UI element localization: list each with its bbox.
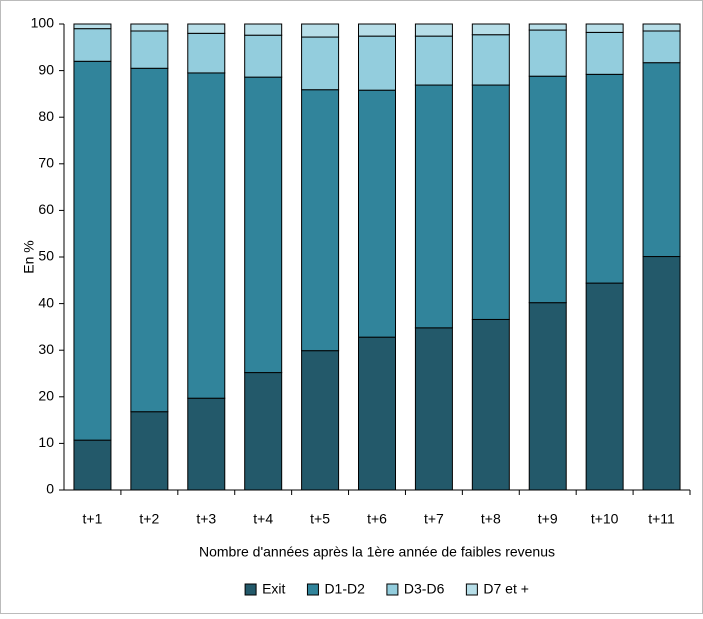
y-tick-label: 20	[38, 388, 54, 404]
bar-segment	[528, 302, 567, 491]
legend-label: D1-D2	[324, 581, 365, 597]
bar-segment	[301, 89, 340, 352]
y-tick-label: 90	[38, 61, 54, 77]
bar-segment	[130, 411, 169, 491]
bar-segment	[642, 30, 681, 64]
y-tick-label: 60	[38, 201, 54, 217]
y-tick-label: 30	[38, 341, 54, 357]
bar-segment	[414, 327, 453, 491]
y-axis-title: En %	[21, 240, 37, 273]
legend-swatch	[244, 583, 257, 596]
bar-segment	[301, 350, 340, 491]
bar-segment	[414, 23, 453, 37]
y-tick-label: 50	[38, 248, 54, 264]
bar-segment	[585, 282, 624, 491]
y-tick-label: 100	[31, 15, 55, 31]
bar-segment	[73, 439, 112, 491]
bar-segment	[130, 67, 169, 413]
x-tick-label: t+5	[310, 511, 330, 527]
y-tick-label: 10	[38, 434, 54, 450]
bar-segment	[244, 372, 283, 491]
bar-segment	[414, 84, 453, 329]
bar-segment	[73, 23, 112, 30]
legend-swatch	[386, 583, 399, 596]
x-axis-title: Nombre d'années après la 1ère année de f…	[199, 544, 555, 560]
bar-segment	[301, 23, 340, 38]
bar-segment	[187, 72, 226, 399]
bar-segment	[187, 397, 226, 491]
bar-segment	[358, 35, 396, 91]
bar-segment	[73, 60, 112, 441]
bar-segment	[358, 23, 396, 37]
x-tick-label: t+4	[253, 511, 273, 527]
bar-segment	[642, 23, 681, 32]
x-tick-label: t+2	[139, 511, 159, 527]
bar-segment	[358, 89, 396, 338]
x-tick-label: t+10	[591, 511, 619, 527]
x-tick-label: t+7	[424, 511, 444, 527]
bar-segment	[471, 34, 510, 86]
legend-label: D7 et +	[483, 581, 529, 597]
bar-segment	[414, 35, 453, 86]
legend-label: D3-D6	[404, 581, 445, 597]
legend-swatch	[465, 583, 478, 596]
y-tick-label: 80	[38, 108, 54, 124]
bar-segment	[187, 23, 226, 34]
bar-segment	[73, 28, 112, 62]
x-tick-label: t+6	[367, 511, 387, 527]
bar-segment	[585, 31, 624, 75]
legend-swatch	[306, 583, 319, 596]
x-tick-label: t+1	[83, 511, 103, 527]
legend-label: Exit	[262, 581, 285, 597]
bar-segment	[528, 75, 567, 304]
y-tick-label: 40	[38, 294, 54, 310]
bar-segment	[471, 318, 510, 491]
bar-segment	[642, 62, 681, 258]
x-tick-label: t+9	[538, 511, 558, 527]
bar-segment	[358, 336, 396, 491]
bar-segment	[244, 34, 283, 78]
bar-segment	[244, 76, 283, 374]
bar-segment	[528, 23, 567, 31]
bar-segment	[642, 256, 681, 491]
bar-segment	[130, 30, 169, 69]
bar-segment	[244, 23, 283, 36]
x-tick-label: t+3	[196, 511, 216, 527]
x-tick-label: t+11	[648, 511, 675, 527]
bar-segment	[528, 29, 567, 77]
x-tick-label: t+8	[481, 511, 501, 527]
bar-segment	[130, 23, 169, 32]
bar-segment	[187, 32, 226, 74]
bar-segment	[585, 23, 624, 33]
bar-segment	[471, 84, 510, 320]
bar-segment	[301, 36, 340, 91]
bar-segment	[471, 23, 510, 36]
y-tick-label: 0	[46, 481, 54, 497]
y-tick-label: 70	[38, 155, 54, 171]
bar-segment	[585, 73, 624, 284]
